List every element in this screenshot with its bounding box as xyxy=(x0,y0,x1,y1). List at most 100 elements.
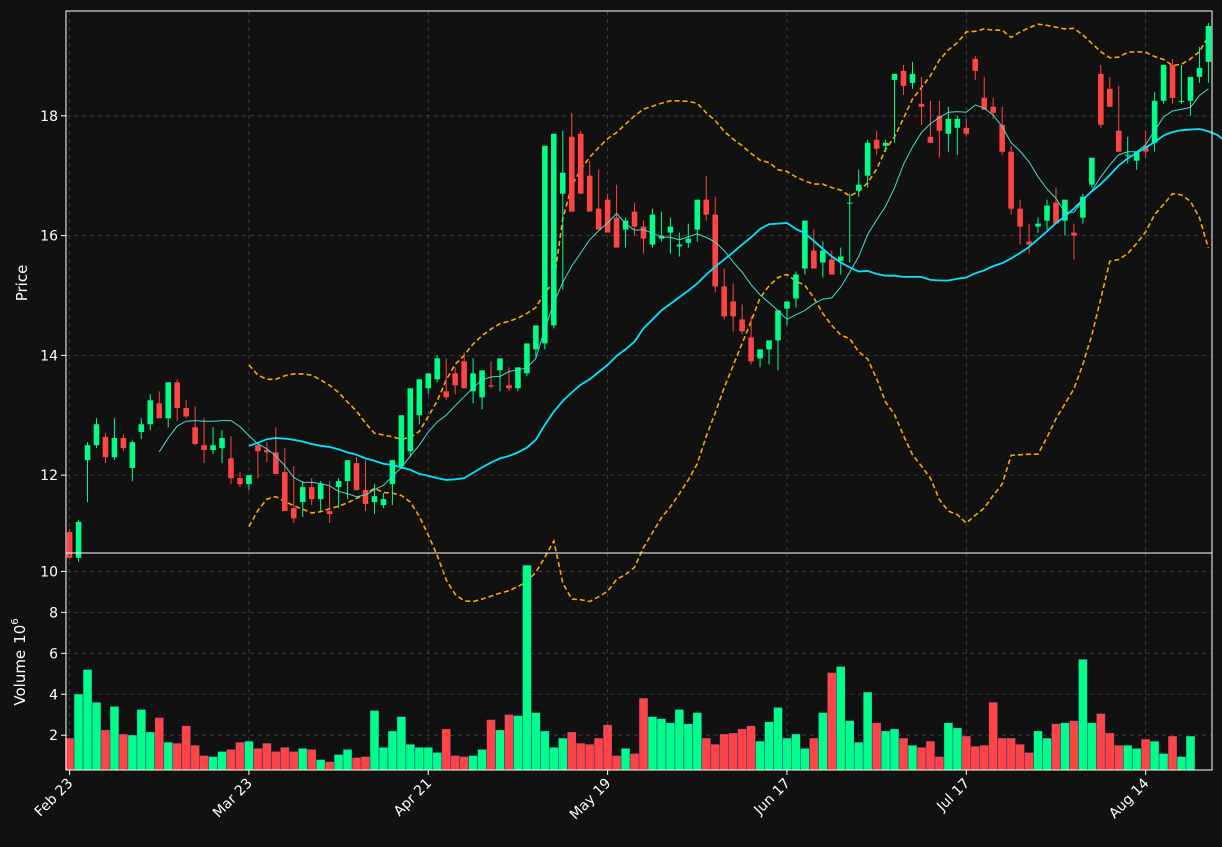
candle-up xyxy=(802,220,808,269)
candle-down xyxy=(640,226,647,239)
price-tick-label: 14 xyxy=(40,348,58,364)
candle-down xyxy=(66,532,73,558)
candle-up xyxy=(766,340,772,350)
price-panel: 12 14 16 18 xyxy=(40,10,1222,603)
candle-up xyxy=(820,250,826,263)
volume-bar-up xyxy=(136,709,146,771)
volume-bar-up xyxy=(432,752,442,771)
volume-bar-up xyxy=(531,712,541,771)
price-tick-label: 12 xyxy=(40,468,58,484)
candle-up xyxy=(846,202,853,204)
volume-bar-up xyxy=(1159,753,1169,771)
candle-up xyxy=(676,244,683,247)
volume-bar-down xyxy=(567,731,577,771)
candle-up xyxy=(1178,100,1185,102)
volume-bar-down xyxy=(325,761,335,771)
volume-bar-down xyxy=(1105,732,1115,771)
candle-up xyxy=(667,226,674,233)
volume-bar-up xyxy=(522,565,532,771)
candle-down xyxy=(1106,88,1113,107)
candle-down xyxy=(739,319,745,332)
candle-up xyxy=(1196,67,1203,77)
price-tick-label: 18 xyxy=(40,109,58,125)
candle-up xyxy=(793,274,799,299)
candle-up xyxy=(479,370,485,398)
volume-tick-label: 6 xyxy=(49,646,58,662)
candle-up xyxy=(416,379,423,416)
volume-bar-down xyxy=(630,753,639,771)
candle-up xyxy=(434,358,441,380)
candle-down xyxy=(604,199,611,233)
candle-up xyxy=(882,142,889,146)
volume-bar-down xyxy=(827,672,837,771)
volume-bar-down xyxy=(441,728,451,771)
candle-up xyxy=(855,184,862,191)
volume-bar-down xyxy=(181,725,191,771)
volume-bar-up xyxy=(495,729,505,771)
volume-bar-down xyxy=(970,746,980,771)
candle-down xyxy=(721,286,727,317)
candle-down xyxy=(201,445,207,450)
volume-bar-up xyxy=(1087,722,1097,771)
candle-up xyxy=(1160,64,1167,101)
volume-bar-down xyxy=(450,755,460,771)
volume-bar-up xyxy=(74,694,84,771)
candle-down xyxy=(506,385,512,389)
volume-bar-down xyxy=(872,722,882,771)
candle-down xyxy=(1098,73,1104,125)
volume-bar-down xyxy=(1168,736,1178,771)
candle-down xyxy=(829,259,835,275)
volume-bar-up xyxy=(83,669,92,771)
candle-up xyxy=(165,382,172,419)
volume-bar-down xyxy=(576,743,586,771)
volume-tick-label: 4 xyxy=(49,687,58,703)
volume-bar-down xyxy=(917,747,926,771)
candle-down xyxy=(452,373,458,386)
volume-bar-down xyxy=(172,743,182,771)
candle-down xyxy=(1115,130,1122,152)
candle-up xyxy=(93,424,100,446)
volume-bar-up xyxy=(881,730,891,771)
volume-bar-up xyxy=(378,747,388,771)
candle-down xyxy=(703,199,710,215)
candle-up xyxy=(837,256,844,261)
candle-up xyxy=(622,220,629,230)
candle-down xyxy=(999,124,1005,152)
volume-bar-up xyxy=(405,744,415,771)
volume-bar-down xyxy=(253,748,263,771)
candle-down xyxy=(1071,232,1077,236)
volume-tick-label: 10 xyxy=(40,564,58,580)
fast-moving-average-line xyxy=(158,88,1209,498)
candle-down xyxy=(631,211,638,227)
volume-bar-up xyxy=(423,747,433,771)
candle-down xyxy=(927,136,934,143)
candle-up xyxy=(1187,76,1194,101)
volume-bar-down xyxy=(585,744,595,771)
volume-bar-down xyxy=(199,755,209,771)
volume-bar-up xyxy=(692,712,702,771)
volume-bar-up xyxy=(890,728,900,771)
candle-up xyxy=(1035,223,1041,227)
volume-bar-up xyxy=(836,666,846,771)
volume-bar-up xyxy=(863,692,873,771)
candle-down xyxy=(568,136,575,212)
volume-bar-up xyxy=(298,748,308,771)
candle-down xyxy=(936,115,943,131)
volume-bar-up xyxy=(773,707,783,771)
candle-up xyxy=(649,214,656,245)
candle-up xyxy=(75,521,82,558)
candle-down xyxy=(353,463,360,491)
candle-down xyxy=(712,214,719,287)
candle-up xyxy=(1205,25,1212,62)
candle-up xyxy=(425,373,432,389)
candle-down xyxy=(255,445,261,452)
candle-down xyxy=(900,70,907,86)
volume-bar-up xyxy=(621,748,631,771)
volume-bar-down xyxy=(979,745,989,771)
candle-up xyxy=(371,496,378,503)
volume-bar-up xyxy=(764,721,774,771)
candle-up xyxy=(533,325,539,350)
candle-down xyxy=(282,472,288,512)
volume-bar-up xyxy=(952,727,962,771)
